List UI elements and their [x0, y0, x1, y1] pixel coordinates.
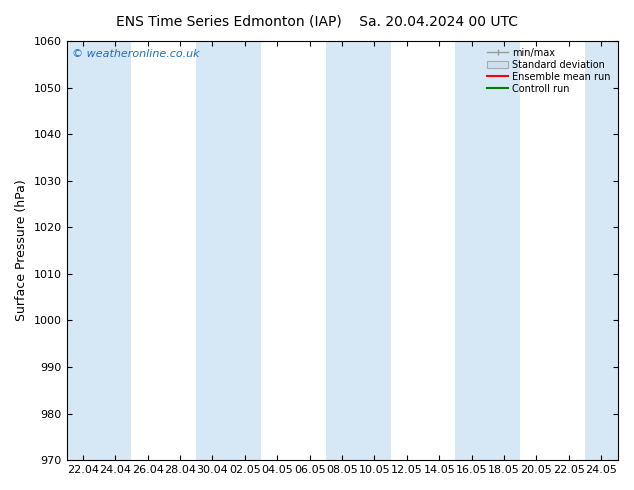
Bar: [67, 41, 131, 460]
Bar: [455, 41, 521, 460]
Bar: [326, 41, 391, 460]
Y-axis label: Surface Pressure (hPa): Surface Pressure (hPa): [15, 180, 28, 321]
Legend: min/max, Standard deviation, Ensemble mean run, Controll run: min/max, Standard deviation, Ensemble me…: [485, 46, 612, 96]
Bar: [585, 41, 634, 460]
Text: ENS Time Series Edmonton (IAP)    Sa. 20.04.2024 00 UTC: ENS Time Series Edmonton (IAP) Sa. 20.04…: [116, 15, 518, 29]
Bar: [196, 41, 261, 460]
Text: © weatheronline.co.uk: © weatheronline.co.uk: [72, 49, 200, 59]
